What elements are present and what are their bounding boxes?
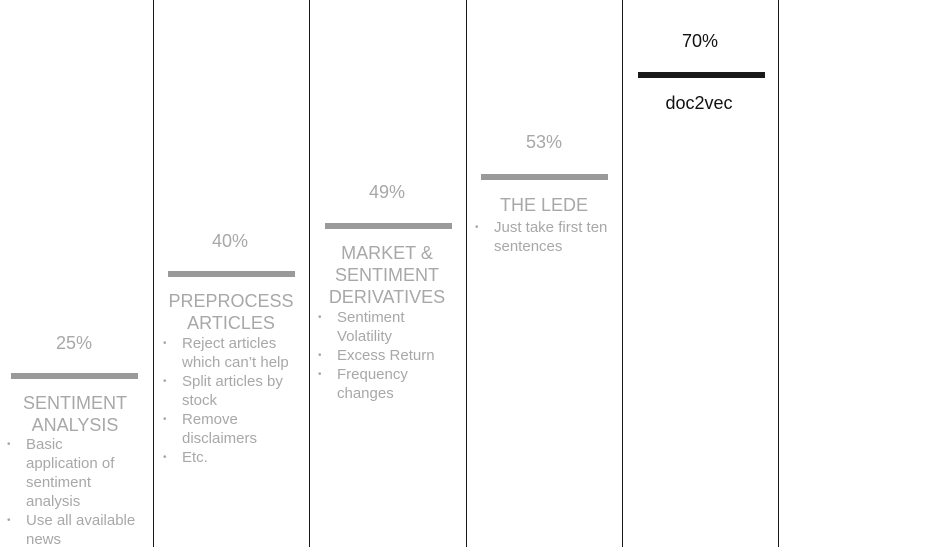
bullet-item: Sentiment Volatility xyxy=(311,308,437,346)
step-percent: 49% xyxy=(368,182,406,202)
step-doc2vec: 70% doc2vec xyxy=(630,30,770,113)
bullet-item: Etc. xyxy=(156,448,292,467)
column-divider-1 xyxy=(153,0,154,547)
step-percent: 70% xyxy=(681,31,719,51)
step-bar xyxy=(481,174,608,180)
step-title: PREPROCESS ARTICLES xyxy=(156,290,306,334)
step-title-line: SENTIMENT xyxy=(22,393,127,413)
step-percent: 25% xyxy=(55,333,93,353)
step-sentiment-analysis: 25% SENTIMENT ANALYSIS Basic application… xyxy=(4,332,144,548)
column-divider-3 xyxy=(466,0,467,547)
step-title-line: doc2vec xyxy=(665,93,733,113)
step-bullets: Basic application of sentiment analysis … xyxy=(0,435,150,549)
bullet-item: Frequency changes xyxy=(311,365,437,403)
step-title: SENTIMENT ANALYSIS xyxy=(0,392,150,436)
bullet-item: Just take first ten sentences xyxy=(468,218,634,256)
step-percent: 40% xyxy=(211,231,249,251)
column-divider-4 xyxy=(622,0,623,547)
bullet-item: Split articles by stock xyxy=(156,372,304,410)
step-market-sentiment-derivatives: 49% MARKET & SENTIMENT DERIVATIVES Senti… xyxy=(317,181,457,402)
step-title-line: SENTIMENT xyxy=(334,265,439,285)
bullet-item: Basic application of sentiment analysis xyxy=(0,435,136,511)
step-the-lede: 53% THE LEDE Just take first ten sentenc… xyxy=(474,131,614,255)
column-divider-2 xyxy=(309,0,310,547)
step-title-line: THE LEDE xyxy=(499,195,589,215)
bullet-item: Excess Return xyxy=(311,346,467,365)
step-bullets: Reject articles which can’t help Split a… xyxy=(156,334,306,467)
step-percent: 53% xyxy=(525,132,563,152)
step-title: MARKET & SENTIMENT DERIVATIVES xyxy=(312,242,462,308)
bullet-item: Remove disclaimers xyxy=(156,410,282,448)
bullet-item: Reject articles which can’t help xyxy=(156,334,304,372)
step-bullets: Just take first ten sentences xyxy=(468,218,618,256)
step-title-line: MARKET & xyxy=(341,243,433,263)
step-title: doc2vec xyxy=(624,92,774,114)
step-title-line: PREPROCESS xyxy=(168,291,294,311)
step-title-line: ANALYSIS xyxy=(31,415,119,435)
step-bullets: Sentiment Volatility Excess Return Frequ… xyxy=(311,308,461,403)
step-preprocess-articles: 40% PREPROCESS ARTICLES Reject articles … xyxy=(160,230,300,467)
step-title: THE LEDE xyxy=(469,194,619,216)
step-bar xyxy=(638,72,765,78)
step-bar xyxy=(11,373,138,379)
step-title-line: DERIVATIVES xyxy=(328,287,446,307)
bullet-item: Use all available news xyxy=(0,511,136,549)
step-bar xyxy=(168,271,295,277)
step-title-line: ARTICLES xyxy=(187,313,275,333)
step-bar xyxy=(325,223,452,229)
column-divider-5 xyxy=(778,0,779,547)
